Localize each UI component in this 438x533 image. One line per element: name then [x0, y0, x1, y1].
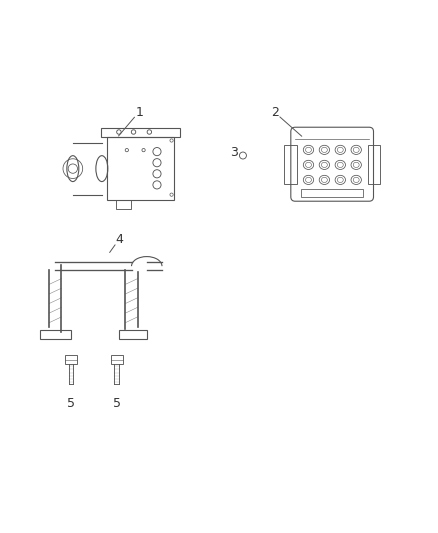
Text: 3: 3	[230, 146, 238, 159]
Bar	[117, 200, 131, 208]
Bar	[40, 330, 71, 339]
Bar	[111, 354, 123, 365]
Text: 5: 5	[67, 397, 75, 410]
Text: 1: 1	[136, 107, 144, 119]
Bar	[367, 144, 380, 184]
Text: 2: 2	[271, 107, 279, 119]
Bar	[301, 189, 363, 197]
Bar	[107, 137, 174, 200]
Text: 4: 4	[116, 232, 124, 246]
Text: 5: 5	[113, 397, 121, 410]
Bar	[101, 128, 180, 137]
Bar	[65, 354, 77, 365]
Bar	[119, 330, 147, 339]
Bar	[284, 144, 297, 184]
